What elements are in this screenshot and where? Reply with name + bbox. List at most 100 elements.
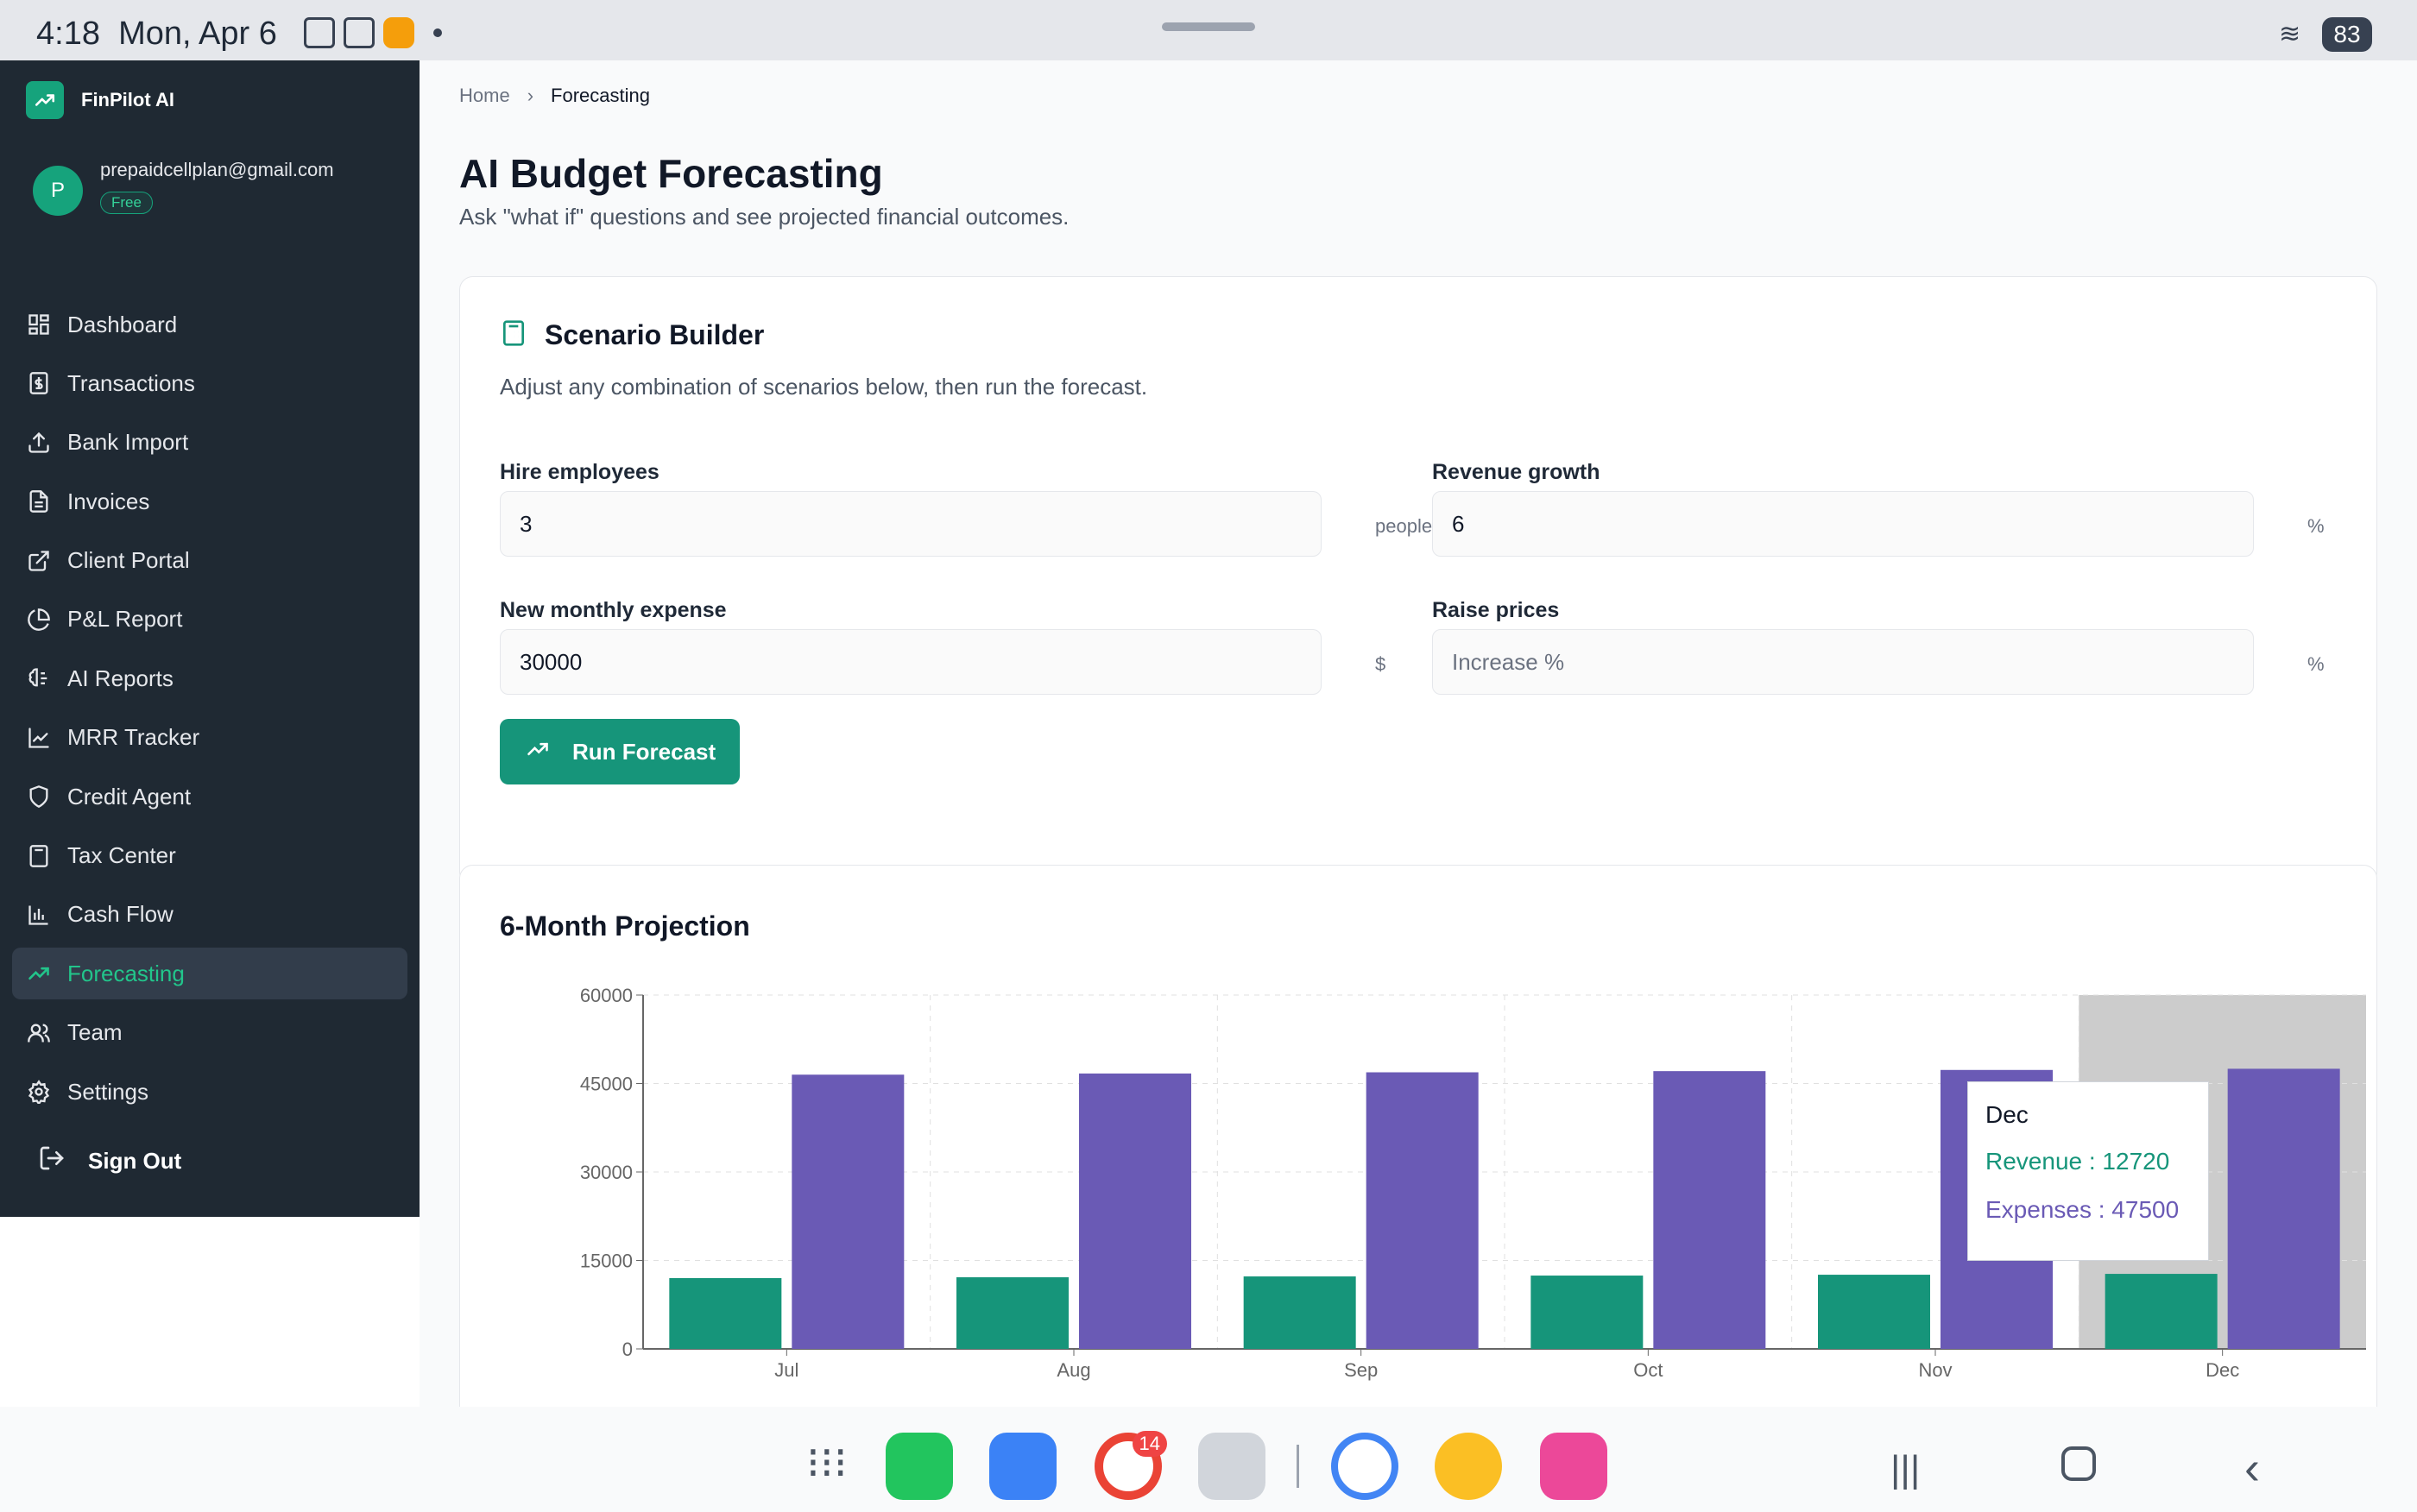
app-drawer-icon[interactable]: ⁝⁝⁝ (806, 1439, 848, 1487)
sidebar-item-tax-center[interactable]: Tax Center (12, 830, 407, 882)
wifi-icon: ≋ (2279, 20, 2301, 48)
external-link-icon (26, 548, 52, 574)
projection-card: 6-Month Projection 0 15000 30000 45000 60000… (459, 865, 2377, 1407)
mail-app-icon[interactable] (989, 1433, 1057, 1500)
page-subtitle: Ask "what if" questions and see projecte… (459, 204, 1070, 230)
hire-employees-input[interactable] (500, 491, 1322, 557)
recent-apps-icon[interactable]: ||| (1890, 1448, 1921, 1490)
dollar-doc-icon (26, 370, 52, 396)
sidebar-item-forecasting[interactable]: Forecasting (12, 948, 407, 1000)
sidebar-item-label: Bank Import (67, 429, 189, 456)
bar-revenue (1818, 1275, 1930, 1349)
sidebar-item-mrr-tracker[interactable]: MRR Tracker (12, 712, 407, 764)
bar-expenses (1366, 1072, 1479, 1349)
sidebar-item-cash-flow[interactable]: Cash Flow (12, 889, 407, 941)
camera-app-icon[interactable] (1198, 1433, 1265, 1500)
app-notification-icon (383, 17, 414, 48)
dashboard-icon (26, 312, 52, 337)
sidebar-item-invoices[interactable]: Invoices (12, 476, 407, 527)
sidebar-item-label: Forecasting (67, 960, 185, 986)
home-icon[interactable] (2061, 1446, 2096, 1481)
chevron-right-icon: › (527, 85, 534, 106)
sidebar-item-pl-report[interactable]: P&L Report (12, 594, 407, 646)
sidebar-item-label: Cash Flow (67, 901, 174, 928)
drag-handle[interactable] (1162, 22, 1255, 31)
sidebar-item-label: AI Reports (67, 665, 174, 691)
status-bar: 4:18 Mon, Apr 6 ≋ 83 (0, 0, 2417, 60)
sidebar-item-label: Team (67, 1019, 123, 1046)
sidebar-item-client-portal[interactable]: Client Portal (12, 535, 407, 587)
trending-up-icon (26, 81, 64, 119)
gmail-icon (344, 17, 375, 48)
raise-prices-input[interactable] (1432, 629, 2254, 695)
sidebar-item-transactions[interactable]: Transactions (12, 357, 407, 409)
bar-revenue (669, 1278, 782, 1349)
sidebar-item-team[interactable]: Team (12, 1007, 407, 1059)
dock-divider (1297, 1445, 1299, 1488)
breadcrumb-home[interactable]: Home (459, 85, 510, 106)
back-icon[interactable]: ‹ (2244, 1442, 2260, 1494)
bar-expenses (2227, 1068, 2340, 1349)
y-tick-label: 0 (622, 1339, 633, 1360)
sidebar-item-settings[interactable]: Settings (12, 1066, 407, 1118)
bar-chart-icon (26, 902, 52, 928)
sign-out-button[interactable]: Sign Out (38, 1144, 181, 1178)
sidebar-item-label: Transactions (67, 369, 195, 396)
sidebar-item-credit-agent[interactable]: Credit Agent (12, 771, 407, 822)
new-monthly-expense-input[interactable] (500, 629, 1322, 695)
plan-badge: Free (100, 192, 153, 214)
bar-revenue (1243, 1276, 1356, 1349)
revenue-growth-label: Revenue growth (1432, 460, 1600, 484)
pie-chart-icon (26, 607, 52, 633)
bar-revenue (1530, 1276, 1644, 1349)
status-time: 4:18 Mon, Apr 6 (36, 16, 277, 52)
phone-app-icon[interactable] (886, 1433, 953, 1500)
bar-revenue (956, 1277, 1069, 1349)
sidebar-nav: Dashboard Transactions Bank Import Invoi… (12, 299, 407, 1125)
upload-icon (26, 430, 52, 456)
sidebar-item-bank-import[interactable]: Bank Import (12, 417, 407, 469)
user-email: prepaidcellplan@gmail.com (100, 159, 334, 180)
gear-icon (26, 1079, 52, 1105)
chart-tooltip: Dec Revenue : 12720 Expenses : 47500 (1967, 1081, 2209, 1261)
brand-name: FinPilot AI (81, 89, 174, 110)
sidebar-item-label: Tax Center (67, 842, 176, 869)
sidebar: FinPilot AI P prepaidcellplan@gmail.com … (0, 60, 420, 1217)
health-app-icon[interactable] (1540, 1433, 1607, 1500)
run-forecast-button[interactable]: Run Forecast (500, 719, 740, 784)
tooltip-revenue: Revenue : 12720 (1985, 1148, 2170, 1175)
calculator-icon (26, 843, 52, 869)
tooltip-title: Dec (1985, 1101, 2029, 1128)
x-tick-label: Dec (2206, 1359, 2239, 1381)
photos-app-icon[interactable] (1435, 1433, 1502, 1500)
brand[interactable]: FinPilot AI (26, 81, 174, 119)
hire-employees-label: Hire employees (500, 460, 659, 484)
tooltip-expenses: Expenses : 47500 (1985, 1196, 2180, 1223)
hire-unit: people (1375, 515, 1433, 537)
sidebar-item-label: P&L Report (67, 606, 183, 633)
sidebar-item-label: Dashboard (67, 311, 178, 337)
breadcrumb-current: Forecasting (551, 85, 650, 106)
google-app-icon[interactable] (1331, 1433, 1398, 1500)
sidebar-item-label: Settings (67, 1078, 148, 1105)
sidebar-item-dashboard[interactable]: Dashboard (12, 299, 407, 350)
revenue-growth-input[interactable] (1432, 491, 2254, 557)
bar-expenses (1079, 1073, 1191, 1349)
sidebar-item-label: Invoices (67, 488, 150, 514)
battery-indicator: 83 (2322, 17, 2372, 52)
main-content: Home › Forecasting AI Budget Forecasting… (420, 60, 2417, 1407)
document-icon (26, 488, 52, 514)
breadcrumb: Home › Forecasting (459, 85, 650, 107)
calculator-icon (500, 318, 527, 352)
x-tick-label: Jul (774, 1359, 798, 1381)
sidebar-item-label: Credit Agent (67, 783, 192, 810)
x-tick-label: Nov (1918, 1359, 1952, 1381)
avatar: P (33, 166, 83, 216)
y-tick-label: 45000 (580, 1074, 633, 1095)
brain-icon (26, 665, 52, 691)
new-monthly-expense-label: New monthly expense (500, 598, 727, 622)
sidebar-item-ai-reports[interactable]: AI Reports (12, 652, 407, 704)
users-icon (26, 1020, 52, 1046)
chrome-icon[interactable]: 14 (1095, 1431, 1167, 1500)
sidebar-item-label: MRR Tracker (67, 724, 200, 751)
